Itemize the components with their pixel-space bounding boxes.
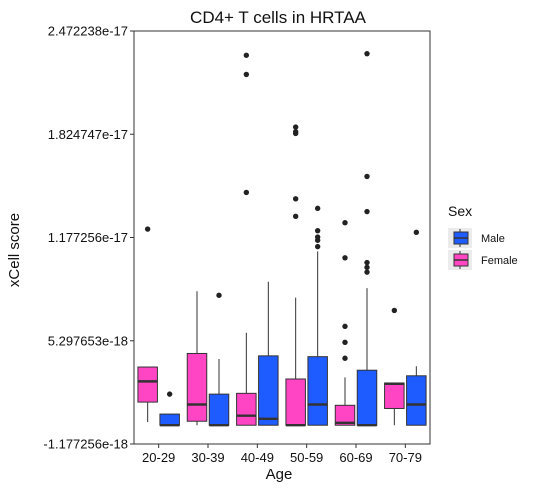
y-tick-label: -1.177256e-18 [43, 437, 128, 452]
outlier-point [342, 220, 348, 226]
x-axis: 20-29 30-39 40-49 50-59 60-69 70-79 [142, 444, 422, 465]
outlier-point [292, 213, 299, 220]
x-tick-label: 30-39 [191, 450, 224, 465]
outlier-point [391, 307, 398, 314]
y-tick-label: 2.472238e-17 [48, 24, 128, 39]
outlier-point [216, 292, 222, 298]
box-male-30-39 [208, 292, 230, 427]
box-male-70-79 [406, 229, 427, 426]
outlier-point [243, 52, 250, 58]
box-body [334, 404, 356, 426]
outlier-point [364, 173, 370, 180]
outlier-point [364, 264, 370, 271]
box-male-40-49 [258, 281, 279, 426]
outlier-point [342, 339, 348, 346]
legend: Sex Male Female [448, 203, 518, 270]
box-female-60-69 [334, 220, 356, 426]
x-tick-label: 40-49 [241, 450, 274, 465]
outlier-point [166, 391, 173, 397]
outlier-point [364, 208, 370, 215]
x-axis-title: Age [266, 466, 293, 483]
y-tick-label: 1.824747e-17 [48, 127, 128, 142]
legend-item-female: Female [448, 250, 518, 270]
outlier-point [243, 71, 250, 78]
outlier-point [342, 255, 348, 261]
box-body [236, 392, 257, 426]
box-male-20-29 [159, 391, 180, 427]
legend-title: Sex [448, 203, 472, 219]
outlier-point [342, 355, 348, 361]
box-female-20-29 [137, 226, 158, 423]
outlier-point [314, 234, 321, 240]
box-body [137, 366, 158, 403]
y-tick-label: 1.177256e-17 [48, 230, 128, 245]
x-tick-label: 70-79 [389, 450, 422, 465]
outlier-point [314, 227, 321, 234]
box-female-50-59 [285, 124, 306, 427]
box-female-30-39 [186, 291, 208, 426]
outlier-point [314, 205, 321, 212]
legend-label: Male [481, 233, 505, 245]
outlier-point [364, 50, 370, 57]
outlier-point [292, 130, 299, 137]
plot-area [133, 30, 431, 445]
box-body [356, 369, 378, 426]
box-female-40-49 [236, 52, 257, 426]
box-male-50-59 [307, 205, 328, 426]
outlier-point [292, 124, 299, 130]
legend-label: Female [481, 255, 518, 267]
x-tick-label: 50-59 [290, 450, 323, 465]
outlier-point [292, 196, 299, 202]
outlier-point [342, 323, 348, 330]
y-axis: -1.177256e-18 5.297653e-18 1.177256e-17 1.8… [43, 24, 134, 452]
box-male-60-69 [356, 50, 378, 427]
box-body [384, 382, 405, 409]
boxes-layer [137, 50, 427, 427]
outlier-point [364, 259, 370, 266]
x-tick-label: 60-69 [339, 450, 372, 465]
y-tick-label: 5.297653e-18 [48, 333, 128, 348]
chart-title: CD4+ T cells in HRTAA [190, 8, 367, 27]
plot-panel-border [133, 30, 431, 445]
outlier-point [413, 229, 420, 235]
box-body [186, 352, 208, 422]
legend-items: Male Female [448, 228, 518, 270]
box-body [159, 413, 180, 426]
box-body [258, 355, 279, 426]
box-body [285, 378, 306, 426]
x-tick-label: 20-29 [142, 450, 175, 465]
box-female-70-79 [384, 307, 405, 426]
box-body [307, 356, 328, 426]
box-body [406, 375, 427, 426]
y-axis-title: xCell score [6, 213, 23, 287]
outlier-point [144, 226, 151, 232]
outlier-point [314, 243, 321, 250]
legend-item-male: Male [448, 228, 505, 248]
outlier-point [243, 189, 250, 196]
box-body [208, 393, 230, 426]
outlier-point [364, 269, 370, 275]
